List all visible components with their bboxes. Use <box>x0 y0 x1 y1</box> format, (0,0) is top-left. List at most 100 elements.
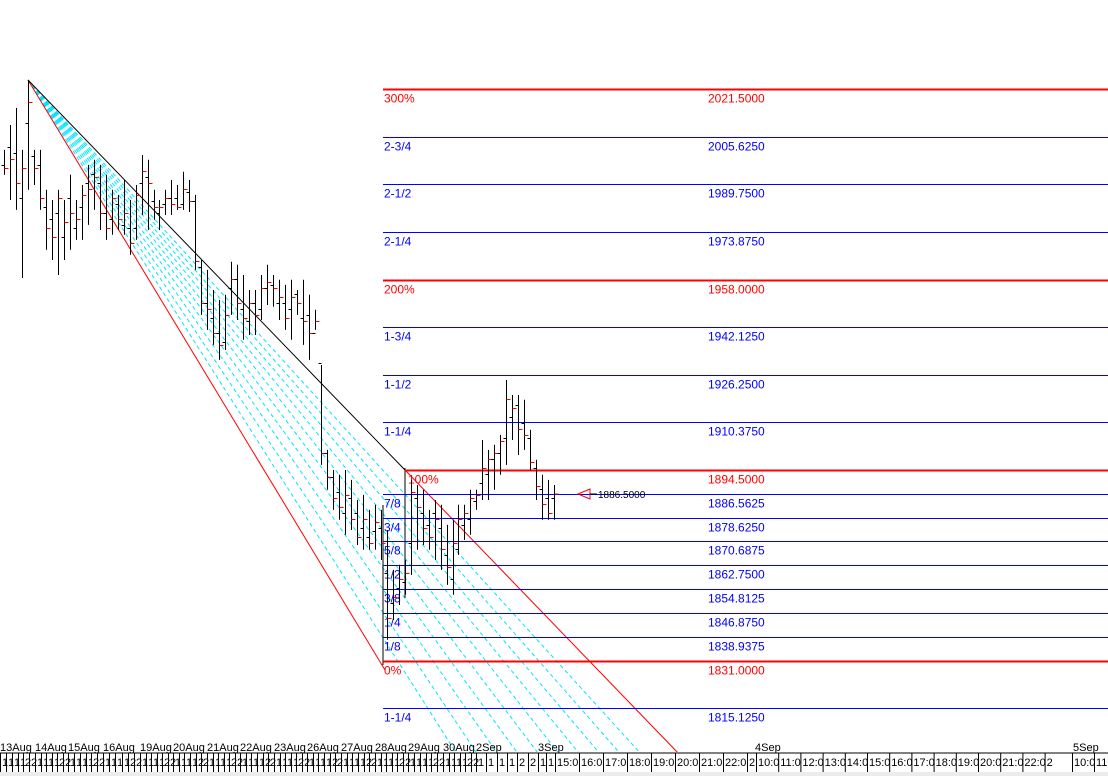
ohlc-bar <box>19 149 27 278</box>
fan-line-steep <box>27 79 386 671</box>
level-label: 200% <box>384 283 415 297</box>
ohlc-bar <box>85 164 93 225</box>
tick-label: 1 <box>499 757 505 769</box>
date-label: 2Sep <box>476 742 502 754</box>
tick-label: 2 <box>231 757 237 769</box>
tick-label: 1 <box>287 757 293 769</box>
tick-label: 2 <box>270 757 276 769</box>
ohlc-bar <box>467 489 475 535</box>
level-label: 100% <box>408 473 439 487</box>
fan-line-inner <box>27 79 540 756</box>
fan-line-inner <box>27 79 499 756</box>
tick-label: 2 <box>749 757 755 769</box>
fan-line-inner <box>27 79 581 756</box>
date-label: 4Sep <box>755 742 781 754</box>
date-label: 22Aug <box>240 742 272 754</box>
tick-label: 15:0 <box>869 757 890 769</box>
date-label: 20Aug <box>173 742 205 754</box>
tick-label: 2 <box>164 757 170 769</box>
fan-line-top-extension <box>404 469 681 756</box>
tick-label: 1 <box>37 757 43 769</box>
level-label: 2-3/4 <box>384 140 412 154</box>
ohlc-bar <box>204 269 212 330</box>
ohlc-bar <box>180 171 188 210</box>
ohlc-bar <box>162 189 170 215</box>
tick-label: 2 <box>203 757 209 769</box>
price-levels: 300% 2021.5000 2-3/4 2005.6250 2-1/2 1989.750… <box>383 88 1108 725</box>
ohlc-bar <box>139 155 147 215</box>
tick-label: 1 <box>456 757 462 769</box>
tick-label: 1 <box>8 757 14 769</box>
level-value: 1846.8750 <box>708 616 765 630</box>
level-value: 1854.8125 <box>708 592 765 606</box>
tick-label: 1 <box>320 757 326 769</box>
ohlc-bar <box>497 434 505 475</box>
ohlc-bar <box>408 479 416 575</box>
ohlc-bar <box>103 174 111 240</box>
level-label: 3/8 <box>384 592 401 606</box>
ohlc-bar <box>109 189 117 235</box>
ohlc-bar <box>354 500 362 545</box>
tick-label: 2 <box>93 757 99 769</box>
ohlc-bar <box>348 479 356 530</box>
tick-label: 1 <box>354 757 360 769</box>
ohlc-bar <box>294 290 302 315</box>
ohlc-bar <box>43 189 51 250</box>
tick-label: 2 <box>99 757 105 769</box>
level-value: 1815.1250 <box>708 711 765 725</box>
date-label: 23Aug <box>274 742 306 754</box>
ohlc-bar <box>216 299 224 360</box>
level-value: 1894.5000 <box>708 473 765 487</box>
level-label: 1-3/4 <box>384 330 412 344</box>
level-label: 2-1/2 <box>384 187 412 201</box>
tick-label: 16:0 <box>581 757 602 769</box>
tick-label: 22:0 <box>725 757 746 769</box>
level-label: 1/4 <box>384 616 401 630</box>
ohlc-bar <box>306 294 314 360</box>
level-value: 1886.5625 <box>708 497 765 511</box>
date-label: 27Aug <box>341 742 373 754</box>
ohlc-bar <box>133 185 141 240</box>
ohlc-bar <box>121 179 129 235</box>
tick-label: 11:0 <box>780 757 801 769</box>
tick-label: 1 <box>253 757 259 769</box>
tick-label: 2 <box>337 757 343 769</box>
tick-label: 1 <box>192 757 198 769</box>
tick-label: 2 <box>298 757 304 769</box>
level-value: 1870.6875 <box>708 544 765 558</box>
tick-label: 1 <box>48 757 54 769</box>
ohlc-bar <box>25 80 33 190</box>
tick-label: 13:0 <box>825 757 846 769</box>
date-label: 26Aug <box>307 742 339 754</box>
ohlc-bar <box>378 509 386 560</box>
tick-label: 2 <box>519 757 525 769</box>
fan-line-inner <box>27 79 479 756</box>
ohlc-bar <box>539 474 547 520</box>
tick-label: 20:0 <box>980 757 1001 769</box>
tick-label: 21:0 <box>1002 757 1023 769</box>
tick-label: 2 <box>130 757 136 769</box>
ohlc-bar <box>13 107 21 210</box>
ohlc-bar <box>455 504 463 555</box>
ohlc-bar <box>521 399 529 450</box>
level-value: 1838.9375 <box>708 640 765 654</box>
ohlc-bar <box>168 179 176 215</box>
level-label: 2-1/4 <box>384 235 412 249</box>
ohlc-bar <box>67 174 75 250</box>
tick-label: 1 <box>276 757 282 769</box>
tick-label: 14:0 <box>847 757 868 769</box>
level-label: 0% <box>384 664 402 678</box>
tick-label: 1 <box>142 757 148 769</box>
fan-line-inner <box>27 79 602 756</box>
tick-label: 1 <box>2 757 8 769</box>
ohlc-bar <box>79 185 87 240</box>
tick-label: 2 <box>31 757 37 769</box>
level-label: 7/8 <box>384 497 401 511</box>
ohlc-bar <box>420 489 428 545</box>
ohlc-bar <box>270 275 278 307</box>
axis-bottom-strip <box>0 772 1108 776</box>
ohlc-bar <box>414 485 422 550</box>
ohlc-bar <box>426 509 434 550</box>
tick-label: 2 <box>530 757 536 769</box>
ohlc-bar <box>312 309 320 334</box>
